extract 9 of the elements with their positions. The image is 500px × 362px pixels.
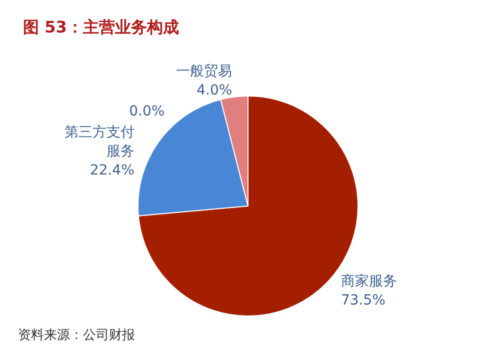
data-label: 22.4% (90, 162, 134, 178)
data-label: 73.5% (340, 292, 386, 309)
slice-label: 一般贸易 (176, 63, 232, 80)
slice-label: 第三方支付服务 (64, 124, 134, 160)
data-label: 4.0% (196, 82, 232, 98)
slice-label: 商家服务 (340, 274, 397, 290)
chart-title: 图 53：主营业务构成 (23, 18, 179, 36)
text: 0.0% (129, 103, 165, 120)
text: 资料来源：公司财报 (18, 328, 135, 343)
